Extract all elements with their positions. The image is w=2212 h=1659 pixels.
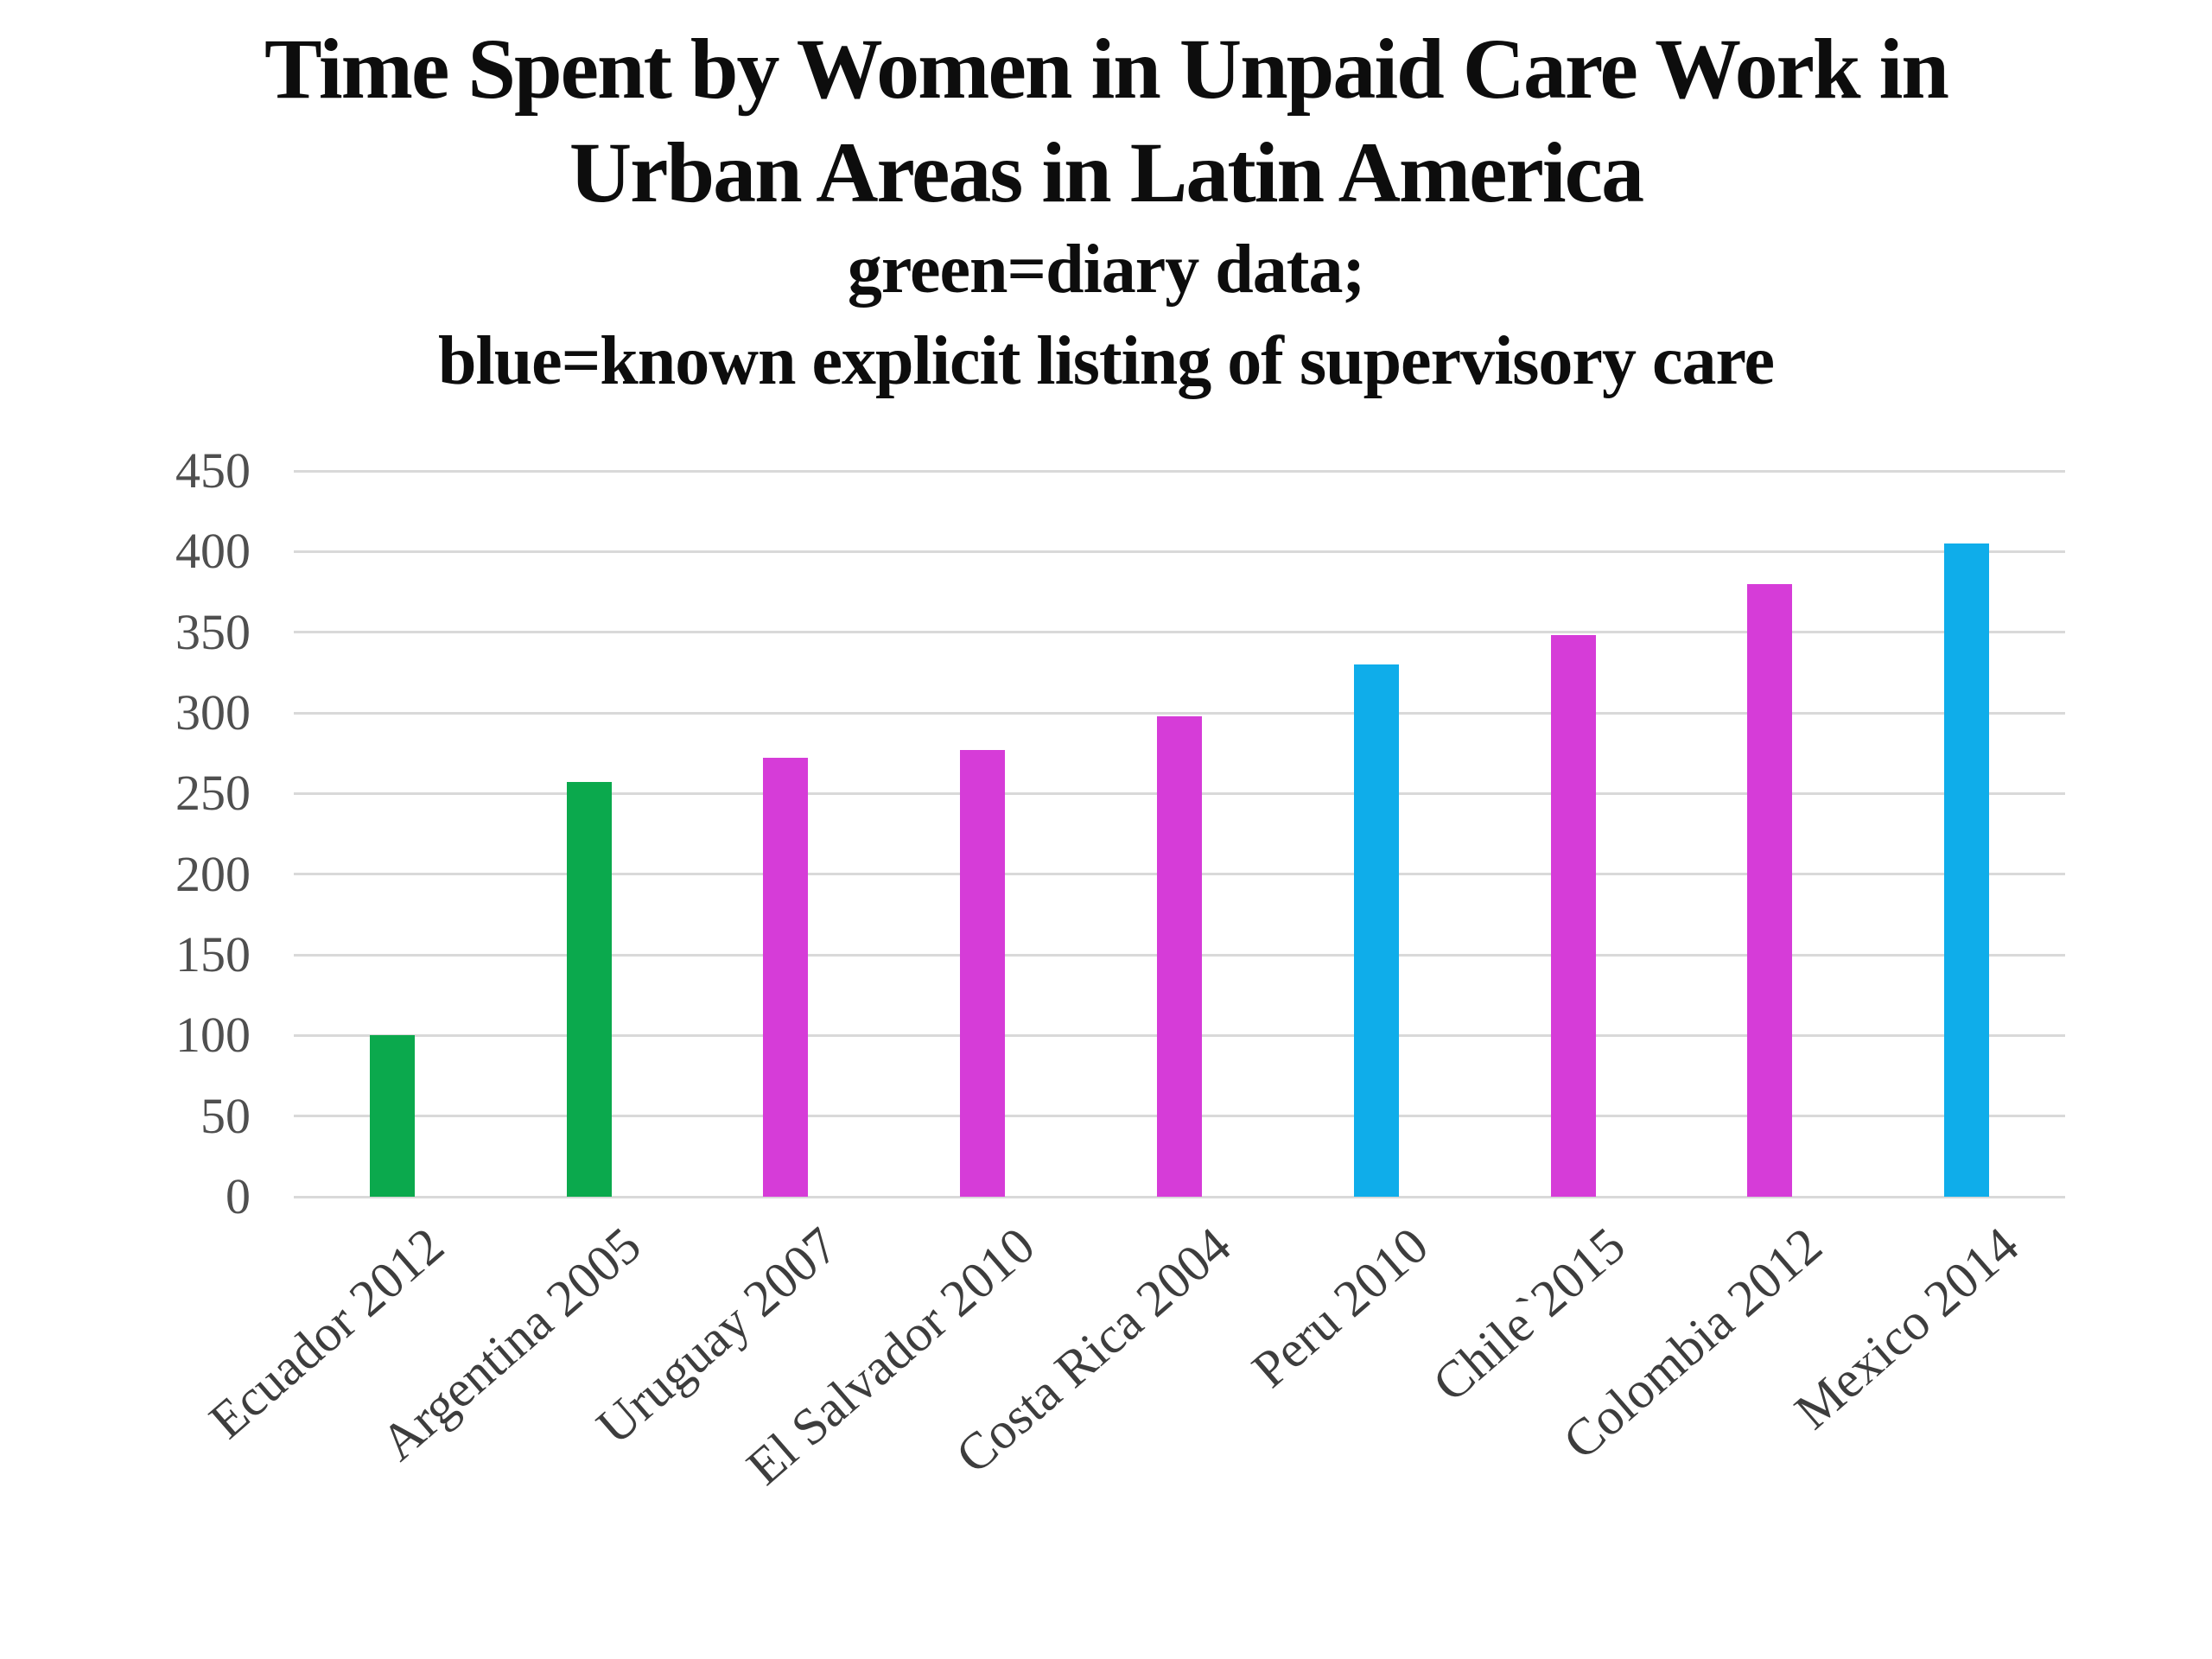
y-axis-tick-label: 350 bbox=[175, 603, 251, 660]
bar-el-salvador-2010 bbox=[960, 749, 1006, 1197]
y-axis-tick-label: 400 bbox=[175, 523, 251, 580]
x-axis-category-label: Peru 2010 bbox=[1241, 1216, 1439, 1399]
bar-peru-2010 bbox=[1353, 664, 1399, 1197]
gridline bbox=[294, 711, 2065, 715]
bar-uruguay-2007 bbox=[763, 758, 809, 1197]
gridline bbox=[294, 550, 2065, 553]
chart-subtitle-line-1: green=diary data; bbox=[847, 232, 1365, 308]
gridline bbox=[294, 469, 2065, 473]
chart-header: Time Spent by Women in Unpaid Care Work … bbox=[0, 17, 2212, 407]
bar-chart: 0 50 100 150 200 250 300 350 400 450 Ecuador 2012 A… bbox=[175, 446, 2065, 1496]
y-axis-tick-label: 100 bbox=[175, 1007, 251, 1064]
gridline bbox=[294, 1195, 2065, 1198]
bar-chile-2015 bbox=[1550, 635, 1596, 1197]
y-axis-tick-label: 150 bbox=[175, 926, 251, 982]
y-axis-tick-label: 200 bbox=[175, 845, 251, 902]
bar-costa-rica-2004 bbox=[1157, 715, 1202, 1197]
gridline bbox=[294, 631, 2065, 634]
chart-subtitle-line-2: blue=known explicit listing of superviso… bbox=[437, 322, 1775, 399]
y-axis-tick-label: 0 bbox=[226, 1168, 251, 1224]
bar-mexico-2014 bbox=[1944, 543, 1990, 1197]
chart-title-line-1: Time Spent by Women in Unpaid Care Work … bbox=[264, 21, 1949, 117]
bar-colombia-2012 bbox=[1747, 583, 1793, 1197]
bar-argentina-2005 bbox=[566, 782, 612, 1197]
y-axis-tick-label: 300 bbox=[175, 684, 251, 741]
y-axis-tick-label: 250 bbox=[175, 765, 251, 822]
chart-title-line-2: Urban Areas in Latin America bbox=[569, 124, 1644, 220]
y-axis-tick-label: 50 bbox=[200, 1087, 251, 1144]
y-axis-tick-label: 450 bbox=[175, 442, 251, 499]
bar-ecuador-2012 bbox=[369, 1035, 415, 1197]
